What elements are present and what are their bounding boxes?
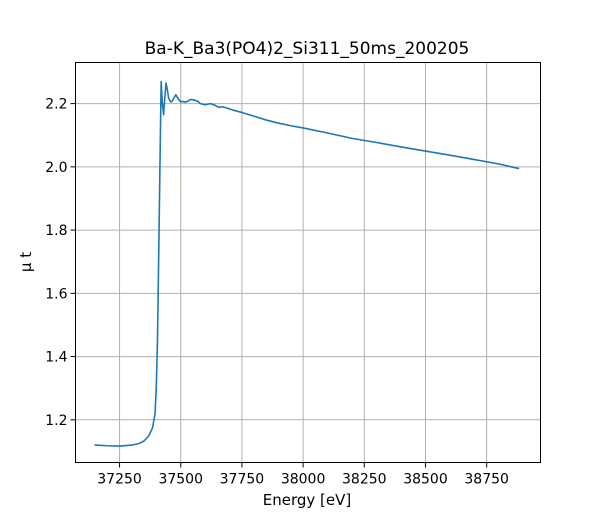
y-axis: 1.2 1.4 1.6 1.8 2.0 2.2 [45,97,76,429]
x-tick-label: 38750 [464,472,509,488]
x-axis: 37250 37500 37750 38000 38250 38500 38750 [97,462,509,488]
y-tick-label: 1.6 [45,286,67,302]
x-tick-label: 38000 [281,472,326,488]
x-tick-label: 38250 [342,472,387,488]
x-axis-label: Energy [eV] [263,491,351,509]
series-layer [94,80,520,447]
y-tick-label: 1.8 [45,223,67,239]
series-line [94,80,520,447]
y-tick-label: 1.4 [45,350,67,366]
y-tick-label: 2.0 [45,160,67,176]
x-tick-label: 37250 [97,472,142,488]
y-tick-label: 1.2 [45,413,67,429]
chart-title: Ba-K_Ba3(PO4)2_Si311_50ms_200205 [145,39,470,59]
y-tick-label: 2.2 [45,97,67,113]
x-tick-label: 37750 [220,472,265,488]
grid [75,62,541,463]
plot-frame [75,62,541,463]
x-tick-label: 37500 [158,472,203,488]
y-axis-label: μ t [17,252,35,272]
x-tick-label: 38500 [403,472,448,488]
